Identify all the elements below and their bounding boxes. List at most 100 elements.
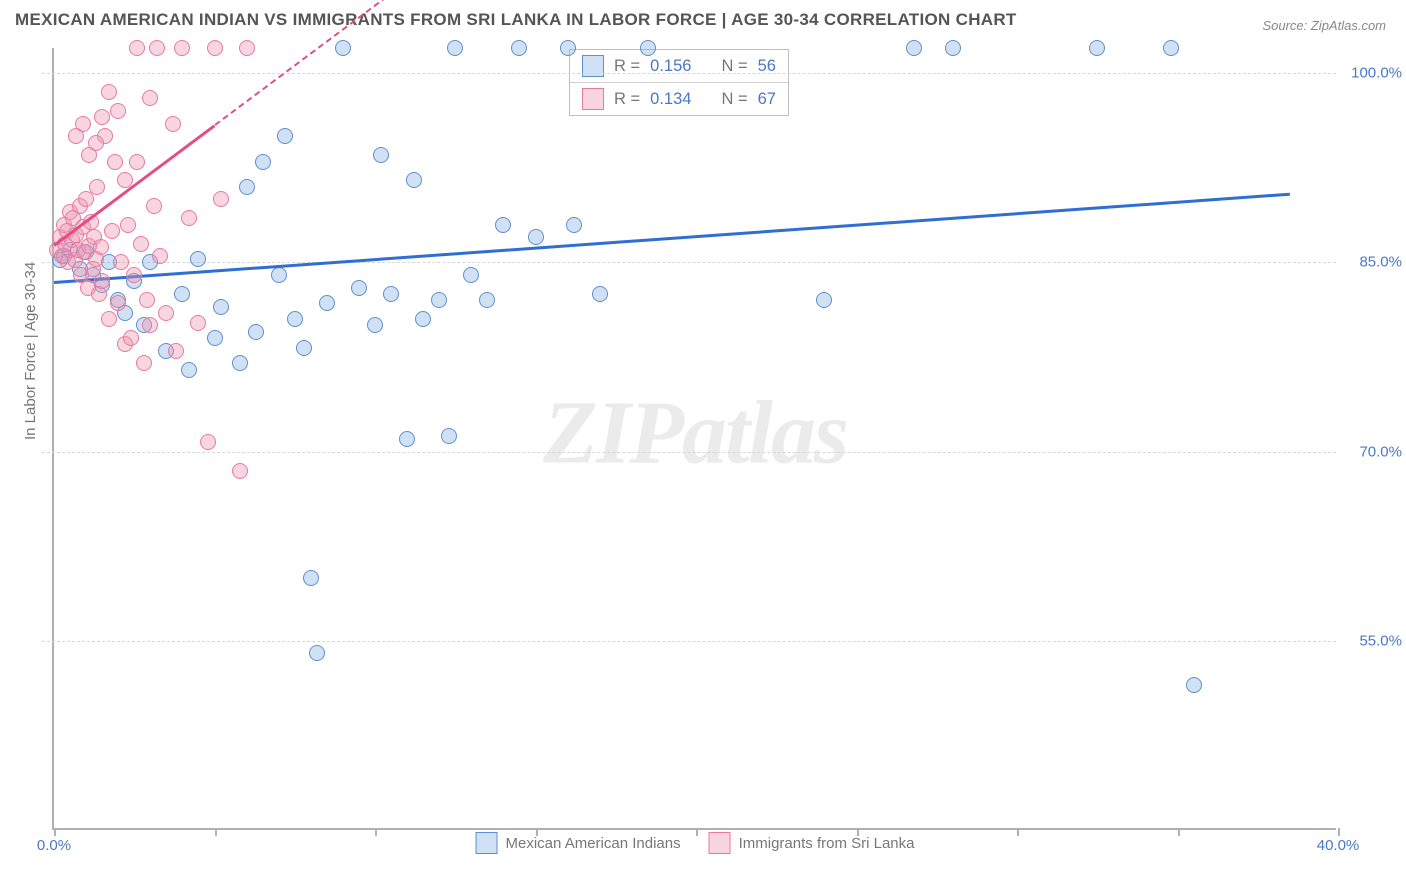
r-label: R = — [614, 90, 640, 109]
data-point-mexican — [479, 292, 495, 308]
data-point-srilanka — [110, 295, 126, 311]
n-label: N = — [721, 90, 747, 109]
gridline-h — [42, 262, 1336, 263]
data-point-srilanka — [129, 154, 145, 170]
data-point-mexican — [566, 217, 582, 233]
y-axis-label: In Labor Force | Age 30-34 — [22, 262, 39, 440]
stats-row-mexican: R =0.156N =56 — [570, 50, 788, 83]
data-point-mexican — [406, 172, 422, 188]
data-point-srilanka — [232, 463, 248, 479]
data-point-srilanka — [168, 343, 184, 359]
data-point-mexican — [271, 267, 287, 283]
data-point-mexican — [560, 40, 576, 56]
x-tick — [54, 828, 56, 836]
data-point-srilanka — [93, 239, 109, 255]
gridline-h — [42, 73, 1336, 74]
data-point-mexican — [207, 330, 223, 346]
data-point-srilanka — [123, 330, 139, 346]
data-point-srilanka — [200, 434, 216, 450]
data-point-mexican — [174, 286, 190, 302]
correlation-stats-box: R =0.156N =56R =0.134N =67 — [569, 49, 789, 116]
data-point-mexican — [528, 229, 544, 245]
data-point-srilanka — [239, 40, 255, 56]
legend-label: Mexican American Indians — [506, 835, 681, 852]
data-point-mexican — [511, 40, 527, 56]
data-point-mexican — [277, 128, 293, 144]
x-tick — [375, 828, 377, 836]
data-point-srilanka — [207, 40, 223, 56]
data-point-mexican — [351, 280, 367, 296]
data-point-mexican — [181, 362, 197, 378]
data-point-mexican — [640, 40, 656, 56]
y-tick-label: 85.0% — [1342, 254, 1402, 271]
data-point-mexican — [1089, 40, 1105, 56]
data-point-mexican — [945, 40, 961, 56]
legend-label: Immigrants from Sri Lanka — [739, 835, 915, 852]
legend-item-srilanka: Immigrants from Sri Lanka — [709, 832, 915, 854]
data-point-srilanka — [149, 40, 165, 56]
data-point-srilanka — [142, 317, 158, 333]
data-point-mexican — [287, 311, 303, 327]
x-tick — [215, 828, 217, 836]
data-point-srilanka — [78, 191, 94, 207]
chart-title: MEXICAN AMERICAN INDIAN VS IMMIGRANTS FR… — [15, 10, 1017, 30]
data-point-srilanka — [68, 128, 84, 144]
legend-item-mexican: Mexican American Indians — [476, 832, 681, 854]
data-point-srilanka — [142, 90, 158, 106]
data-point-mexican — [248, 324, 264, 340]
legend: Mexican American Indians Immigrants from … — [476, 832, 915, 854]
scatter-plot-area: ZIPatlas R =0.156N =56R =0.134N =67 Mexi… — [52, 48, 1336, 830]
data-point-mexican — [1163, 40, 1179, 56]
data-point-mexican — [592, 286, 608, 302]
data-point-srilanka — [101, 84, 117, 100]
x-tick — [536, 828, 538, 836]
data-point-mexican — [463, 267, 479, 283]
gridline-h — [42, 452, 1336, 453]
data-point-srilanka — [152, 248, 168, 264]
data-point-srilanka — [126, 267, 142, 283]
data-point-mexican — [335, 40, 351, 56]
data-point-srilanka — [181, 210, 197, 226]
data-point-mexican — [816, 292, 832, 308]
data-point-srilanka — [94, 273, 110, 289]
data-point-mexican — [441, 428, 457, 444]
data-point-mexican — [296, 340, 312, 356]
x-tick-label: 40.0% — [1317, 837, 1360, 854]
data-point-srilanka — [107, 154, 123, 170]
data-point-mexican — [383, 286, 399, 302]
data-point-mexican — [309, 645, 325, 661]
data-point-srilanka — [110, 103, 126, 119]
gridline-h — [42, 641, 1336, 642]
data-point-srilanka — [213, 191, 229, 207]
data-point-srilanka — [104, 223, 120, 239]
data-point-srilanka — [120, 217, 136, 233]
data-point-srilanka — [190, 315, 206, 331]
data-point-srilanka — [89, 179, 105, 195]
trend-line-mexican — [54, 193, 1290, 284]
data-point-mexican — [415, 311, 431, 327]
data-point-srilanka — [113, 254, 129, 270]
y-tick-label: 70.0% — [1342, 443, 1402, 460]
data-point-mexican — [906, 40, 922, 56]
data-point-mexican — [232, 355, 248, 371]
data-point-mexican — [255, 154, 271, 170]
x-tick — [696, 828, 698, 836]
data-point-mexican — [190, 251, 206, 267]
stats-swatch — [582, 88, 604, 110]
data-point-mexican — [399, 431, 415, 447]
data-point-mexican — [447, 40, 463, 56]
data-point-srilanka — [139, 292, 155, 308]
legend-swatch — [476, 832, 498, 854]
legend-swatch — [709, 832, 731, 854]
data-point-srilanka — [165, 116, 181, 132]
source-attribution: Source: ZipAtlas.com — [1262, 18, 1386, 33]
stats-row-srilanka: R =0.134N =67 — [570, 83, 788, 115]
data-point-mexican — [239, 179, 255, 195]
data-point-mexican — [319, 295, 335, 311]
data-point-mexican — [1186, 677, 1202, 693]
watermark: ZIPatlas — [543, 381, 847, 484]
x-tick-label: 0.0% — [37, 837, 71, 854]
r-value: 0.134 — [650, 90, 691, 109]
data-point-srilanka — [174, 40, 190, 56]
data-point-srilanka — [94, 109, 110, 125]
